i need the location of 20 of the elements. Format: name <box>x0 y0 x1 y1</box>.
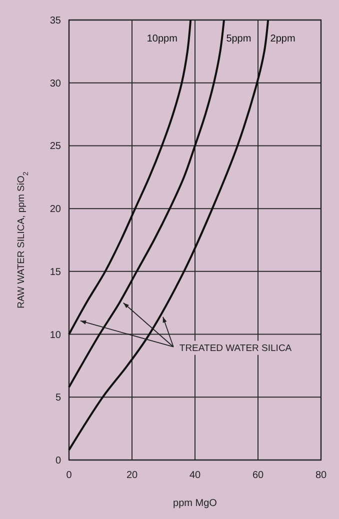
y-tick-label: 0 <box>55 456 62 466</box>
x-tick-label: 0 <box>66 470 72 481</box>
y-tick-label: 35 <box>50 16 62 26</box>
x-tick-label: 60 <box>252 470 264 481</box>
series-label: 2ppm <box>270 33 296 44</box>
y-tick-label: 5 <box>55 392 62 404</box>
line-series <box>68 19 192 336</box>
y-tick-label: 25 <box>50 141 62 152</box>
annotation: TREATED WATER SILICA <box>179 342 292 354</box>
y-tick-label: 20 <box>50 204 62 216</box>
line-series <box>68 19 225 388</box>
series-label: 5ppm <box>226 33 252 44</box>
x-tick-label: 80 <box>315 470 327 481</box>
y-tick-label: 15 <box>50 266 62 278</box>
x-tick-label: 20 <box>126 470 138 481</box>
y-tick-label: 10 <box>50 330 62 341</box>
x-tick-label: 40 <box>189 470 201 481</box>
series-label: 10ppm <box>146 33 178 44</box>
y-tick-label: 30 <box>50 78 62 90</box>
x-axis-title: ppm MgO <box>173 498 218 509</box>
